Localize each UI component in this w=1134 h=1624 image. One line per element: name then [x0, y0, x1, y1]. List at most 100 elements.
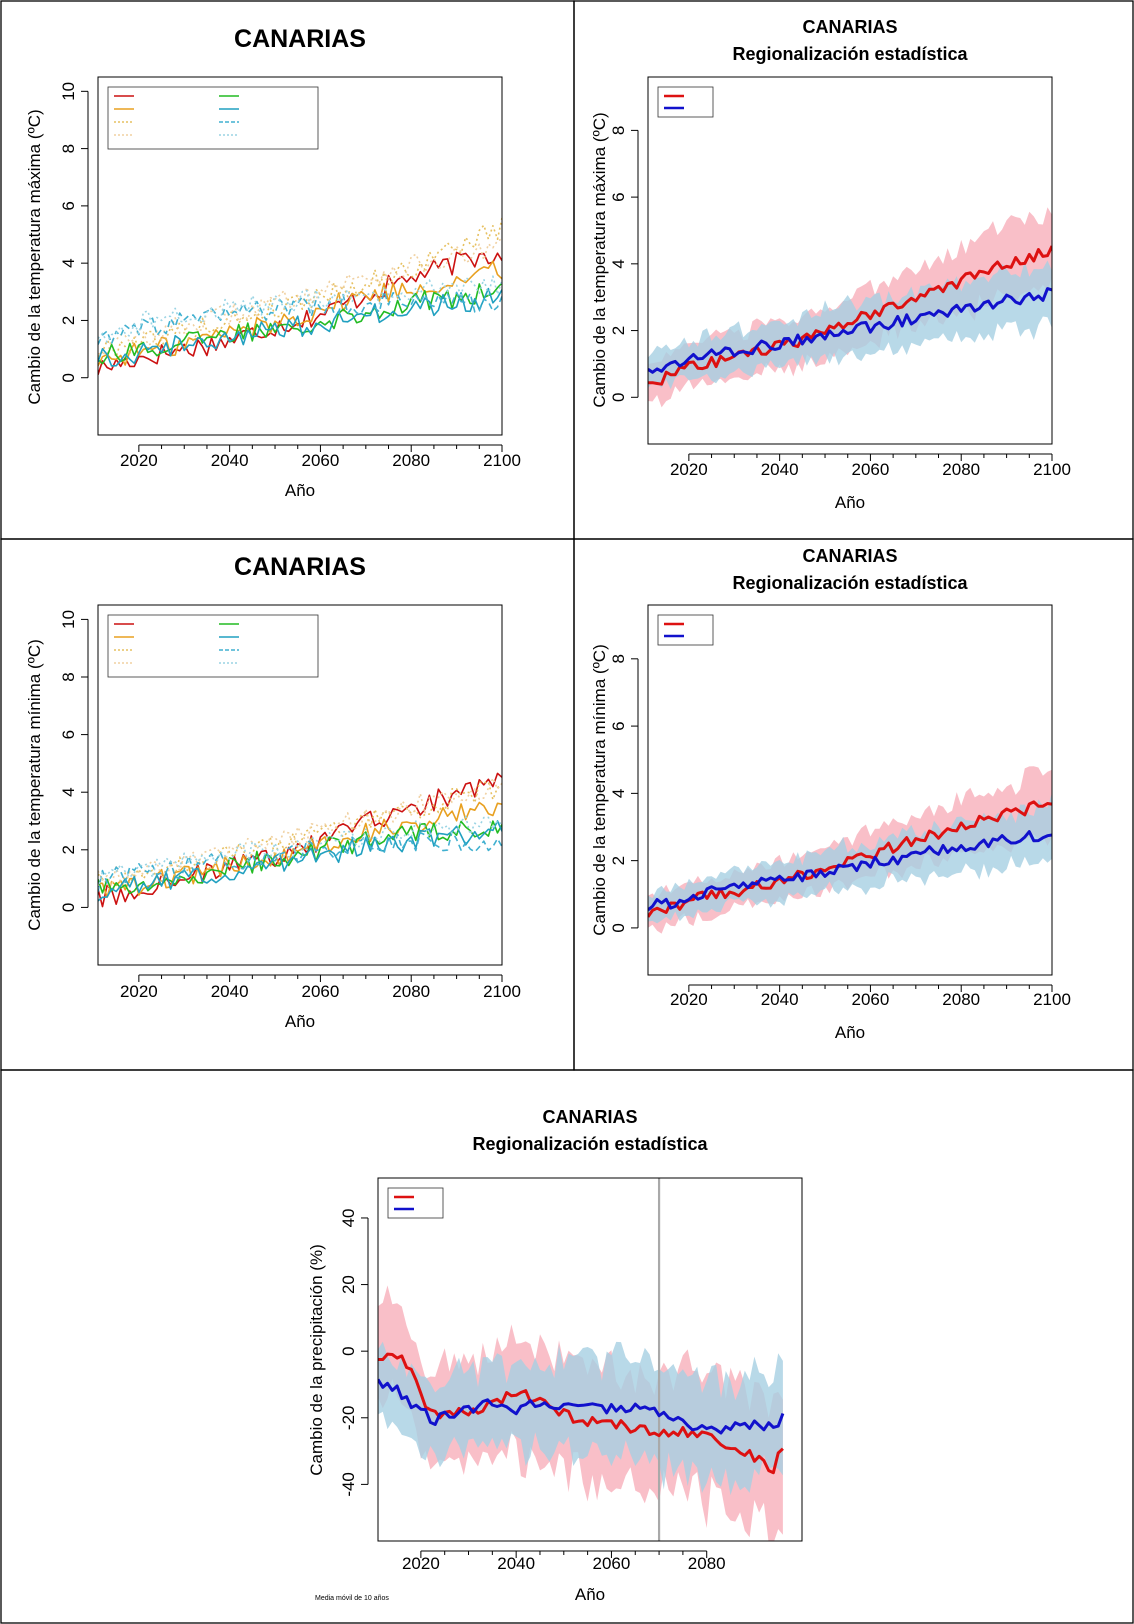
y-axis-label: Cambio de la precipitación (%): [307, 1244, 326, 1476]
legend-box: [657, 86, 714, 118]
legend: [107, 86, 319, 150]
legend-box: [387, 1187, 444, 1219]
series-line-8: [98, 815, 502, 890]
y-tick-label: 0: [609, 923, 628, 932]
y-axis-label: Cambio de la temperatura máxima (ºC): [590, 112, 609, 407]
x-tick-label: 2040: [761, 990, 799, 1009]
legend-box: [107, 614, 319, 678]
y-tick-label: 0: [339, 1346, 358, 1355]
x-tick-label: 2020: [120, 451, 158, 470]
x-axis-label: Año: [285, 1012, 315, 1031]
x-tick-label: 2020: [402, 1554, 440, 1573]
x-tick-label: 2040: [211, 451, 249, 470]
y-tick-label: 8: [609, 126, 628, 135]
x-axis-label: Año: [835, 1023, 865, 1042]
series-line-3: [98, 780, 502, 893]
x-tick-label: 2080: [688, 1554, 726, 1573]
series-line-8: [98, 275, 502, 344]
y-tick-label: 2: [609, 326, 628, 335]
series-line-2: [648, 830, 1052, 912]
plot-box: [97, 76, 503, 436]
y-tick-label: 2: [59, 316, 78, 325]
series-line-6: [98, 287, 502, 367]
x-tick-label: 2040: [497, 1554, 535, 1573]
x-axis-label: Año: [575, 1585, 605, 1604]
y-tick-label: 4: [609, 259, 628, 268]
x-tick-label: 2060: [302, 982, 340, 1001]
y-tick-label: 0: [59, 903, 78, 912]
series-line-1: [648, 800, 1052, 918]
series-line-4: [98, 777, 502, 887]
x-tick-label: 2040: [211, 982, 249, 1001]
chart-title: CANARIAS: [542, 1107, 637, 1127]
series-line-6: [98, 820, 502, 902]
y-tick-label: 40: [339, 1209, 358, 1228]
chart-title: CANARIAS: [802, 546, 897, 566]
y-tick-label: -20: [339, 1405, 358, 1430]
moving-average-note: Media móvil de 10 años: [315, 1595, 389, 1602]
plot-area: [98, 217, 502, 375]
y-axis-label: Cambio de la temperatura mínima (ºC): [590, 644, 609, 936]
y-tick-label: 0: [609, 393, 628, 402]
legend-box: [657, 614, 714, 646]
legend: [107, 614, 319, 678]
x-tick-label: 2100: [483, 982, 521, 1001]
series-line-2: [98, 260, 502, 367]
plot-box: [647, 604, 1053, 976]
y-tick-label: 20: [339, 1275, 358, 1294]
y-axis-label: Cambio de la temperatura máxima (ºC): [25, 109, 44, 404]
series-line-1: [98, 251, 502, 375]
x-tick-label: 2020: [670, 460, 708, 479]
chart-title: CANARIAS: [234, 553, 366, 581]
y-tick-label: -40: [339, 1472, 358, 1497]
x-tick-label: 2100: [1033, 460, 1071, 479]
legend: [657, 86, 714, 118]
series-line-5: [98, 282, 502, 365]
series-line-7: [98, 830, 502, 893]
plot-area: [648, 207, 1052, 408]
x-tick-label: 2100: [1033, 990, 1071, 1009]
chart-title: CANARIAS: [802, 17, 897, 37]
x-axis-label: Año: [285, 481, 315, 500]
series-line-5: [98, 820, 502, 895]
legend: [387, 1187, 444, 1219]
y-tick-label: 6: [609, 192, 628, 201]
x-tick-label: 2060: [852, 460, 890, 479]
legend: [657, 614, 714, 646]
y-tick-label: 6: [59, 730, 78, 739]
y-tick-label: 0: [59, 373, 78, 382]
chart-tmax-models: CANARIAS 2020 2040 2060 2080 2100 0 2 4 6 8 10 Año Ca…: [25, 25, 521, 500]
y-tick-label: 8: [59, 672, 78, 681]
x-axis-label: Año: [835, 493, 865, 512]
y-tick-label: 4: [609, 789, 628, 798]
x-tick-label: 2020: [670, 990, 708, 1009]
y-tick-label: 8: [609, 654, 628, 663]
plot-box: [647, 76, 1053, 445]
chart-subtitle: Regionalización estadística: [732, 573, 968, 593]
x-tick-label: 2080: [392, 982, 430, 1001]
y-tick-label: 4: [59, 787, 78, 796]
chart-title: CANARIAS: [234, 25, 366, 53]
chart-subtitle: Regionalización estadística: [472, 1134, 708, 1154]
y-tick-label: 6: [609, 721, 628, 730]
panel-frame-5: [0, 1069, 1134, 1624]
x-tick-label: 2060: [302, 451, 340, 470]
plot-area: [98, 772, 502, 908]
y-axis-label: Cambio de la temperatura mínima (ºC): [25, 639, 44, 931]
x-tick-label: 2080: [942, 990, 980, 1009]
x-tick-label: 2040: [761, 460, 799, 479]
series-line-2: [378, 1378, 785, 1435]
y-tick-label: 8: [59, 144, 78, 153]
chart-subtitle: Regionalización estadística: [732, 44, 968, 64]
plot-box: [97, 604, 503, 966]
series-line-2: [648, 287, 1052, 374]
y-tick-label: 4: [59, 258, 78, 267]
series-line-1: [648, 245, 1052, 386]
x-tick-label: 2060: [593, 1554, 631, 1573]
series-line-7: [98, 290, 502, 345]
plot-box: [377, 1177, 803, 1542]
y-tick-label: 2: [59, 845, 78, 854]
